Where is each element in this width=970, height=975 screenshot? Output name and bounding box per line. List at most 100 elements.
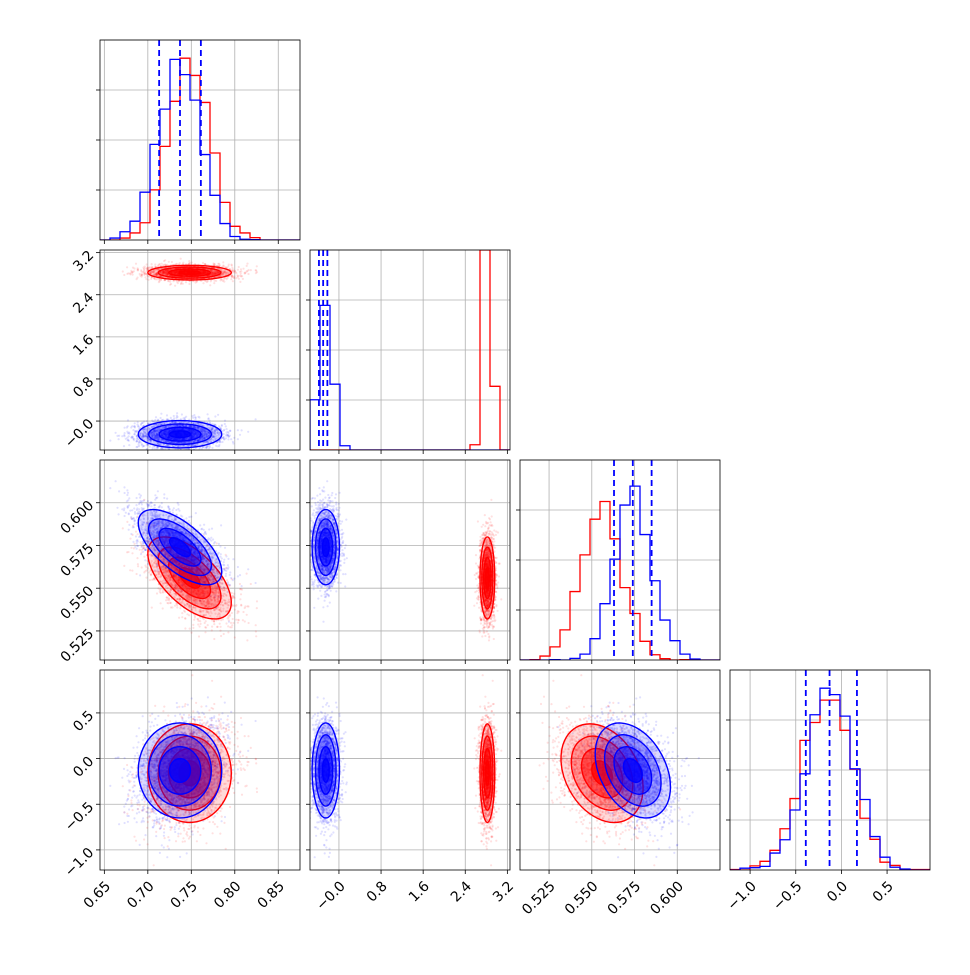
scatter-point <box>151 420 153 422</box>
scatter-point <box>122 527 124 529</box>
scatter-point <box>143 556 145 558</box>
scatter-point <box>240 273 242 275</box>
scatter-point <box>124 427 126 429</box>
scatter-point <box>223 433 225 435</box>
scatter-point <box>200 623 202 625</box>
panel-0-0 <box>96 40 300 244</box>
scatter-point <box>163 260 165 262</box>
scatter-point <box>118 435 120 437</box>
scatter-point <box>183 457 185 459</box>
scatter-point <box>181 453 183 455</box>
scatter-point <box>126 266 128 268</box>
scatter-point <box>224 423 226 425</box>
scatter-point <box>256 265 258 267</box>
scatter-point <box>221 441 223 443</box>
scatter-point <box>153 277 155 279</box>
scatter-point <box>230 438 232 440</box>
scatter-point <box>246 263 248 265</box>
scatter-point <box>128 440 130 442</box>
scatter-point <box>195 417 197 419</box>
scatter-point <box>233 271 235 273</box>
scatter-point <box>144 266 146 268</box>
scatter-point <box>206 446 208 448</box>
scatter-point <box>236 274 238 276</box>
scatter-point <box>171 261 173 263</box>
scatter-point <box>109 440 111 442</box>
scatter-point <box>169 284 171 286</box>
scatter-point <box>118 438 120 440</box>
scatter-point <box>137 425 139 427</box>
scatter-point <box>233 277 235 279</box>
scatter-point <box>168 261 170 263</box>
scatter-point <box>255 269 257 271</box>
panel-content <box>109 480 258 641</box>
scatter-point <box>231 267 233 269</box>
scatter-point <box>232 442 234 444</box>
scatter-point <box>141 274 143 276</box>
scatter-point <box>132 267 134 269</box>
scatter-point <box>142 446 144 448</box>
scatter-point <box>217 263 219 265</box>
scatter-point <box>135 263 137 265</box>
scatter-point <box>161 419 163 421</box>
scatter-point <box>193 414 195 416</box>
scatter-point <box>211 447 213 449</box>
scatter-point <box>195 452 197 454</box>
scatter-point <box>213 282 215 284</box>
scatter-point <box>255 418 257 420</box>
scatter-point <box>180 258 182 260</box>
scatter-point <box>217 414 219 416</box>
scatter-point <box>224 420 226 422</box>
scatter-point <box>126 273 128 275</box>
scatter-point <box>227 265 229 267</box>
scatter-point <box>170 417 172 419</box>
scatter-point <box>222 261 224 263</box>
scatter-point <box>127 425 129 427</box>
scatter-point <box>203 451 205 453</box>
scatter-point <box>232 280 234 282</box>
y-tick-label: −0.0 <box>62 416 97 451</box>
scatter-point <box>176 263 178 265</box>
scatter-point <box>222 264 224 266</box>
scatter-point <box>136 446 138 448</box>
scatter-point <box>173 280 175 282</box>
scatter-point <box>207 418 209 420</box>
y-tick-label: 0.8 <box>70 374 97 401</box>
scatter-point <box>187 451 189 453</box>
scatter-point <box>160 417 162 419</box>
panel-1-1 <box>306 250 510 454</box>
scatter-point <box>193 619 195 621</box>
scatter-point <box>238 266 240 268</box>
scatter-point <box>207 413 209 415</box>
scatter-point <box>242 278 244 280</box>
scatter-point <box>239 434 241 436</box>
scatter-point <box>197 454 199 456</box>
scatter-point <box>215 280 217 282</box>
scatter-point <box>160 413 162 415</box>
scatter-point <box>250 269 252 271</box>
scatter-point <box>188 262 190 264</box>
scatter-point <box>221 452 223 454</box>
scatter-point <box>223 438 225 440</box>
scatter-point <box>142 422 144 424</box>
scatter-point <box>240 268 242 270</box>
scatter-point <box>239 281 241 283</box>
scatter-point <box>149 452 151 454</box>
scatter-point <box>150 278 152 280</box>
scatter-point <box>134 422 136 424</box>
scatter-point <box>242 268 244 270</box>
scatter-point <box>133 426 135 428</box>
scatter-point <box>238 278 240 280</box>
scatter-point <box>125 438 127 440</box>
scatter-point <box>192 417 194 419</box>
scatter-point <box>115 432 117 434</box>
scatter-point <box>187 450 189 452</box>
scatter-point <box>191 262 193 264</box>
scatter-point <box>246 270 248 272</box>
scatter-point <box>127 419 129 421</box>
scatter-point <box>215 445 217 447</box>
scatter-point <box>218 425 220 427</box>
scatter-point <box>231 276 233 278</box>
scatter-point <box>121 435 123 437</box>
scatter-point <box>170 452 172 454</box>
